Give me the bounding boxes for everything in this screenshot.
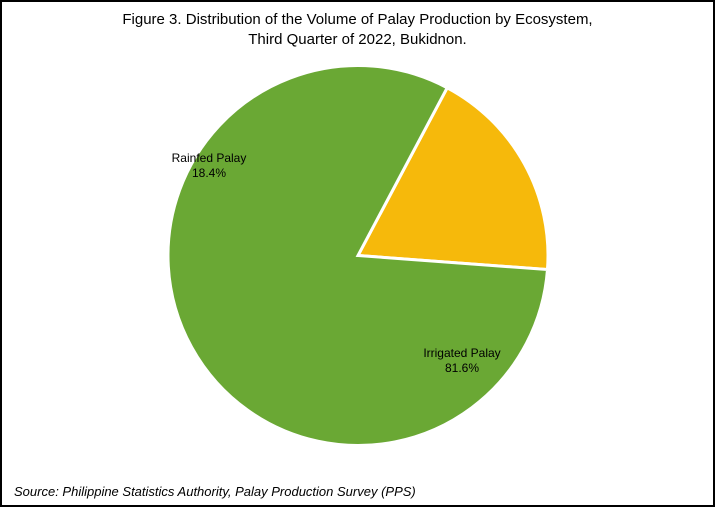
slice-label-irrigated: Irrigated Palay 81.6% <box>423 346 500 376</box>
pie-chart <box>168 66 548 451</box>
figure-title: Figure 3. Distribution of the Volume of … <box>14 10 701 49</box>
slice-name-irrigated: Irrigated Palay <box>423 346 500 360</box>
slice-name-rainfed: Rainfed Palay <box>172 151 247 165</box>
slice-percent-rainfed: 18.4% <box>192 166 226 180</box>
slice-label-rainfed: Rainfed Palay 18.4% <box>172 151 247 181</box>
title-line-2: Third Quarter of 2022, Bukidnon. <box>248 31 466 48</box>
chart-area: Rainfed Palay 18.4% Irrigated Palay 81.6… <box>14 53 701 463</box>
source-citation: Source: Philippine Statistics Authority,… <box>14 484 416 499</box>
title-line-1: Figure 3. Distribution of the Volume of … <box>122 11 592 28</box>
figure-container: Figure 3. Distribution of the Volume of … <box>0 0 715 507</box>
pie-svg <box>168 66 548 446</box>
slice-percent-irrigated: 81.6% <box>445 361 479 375</box>
